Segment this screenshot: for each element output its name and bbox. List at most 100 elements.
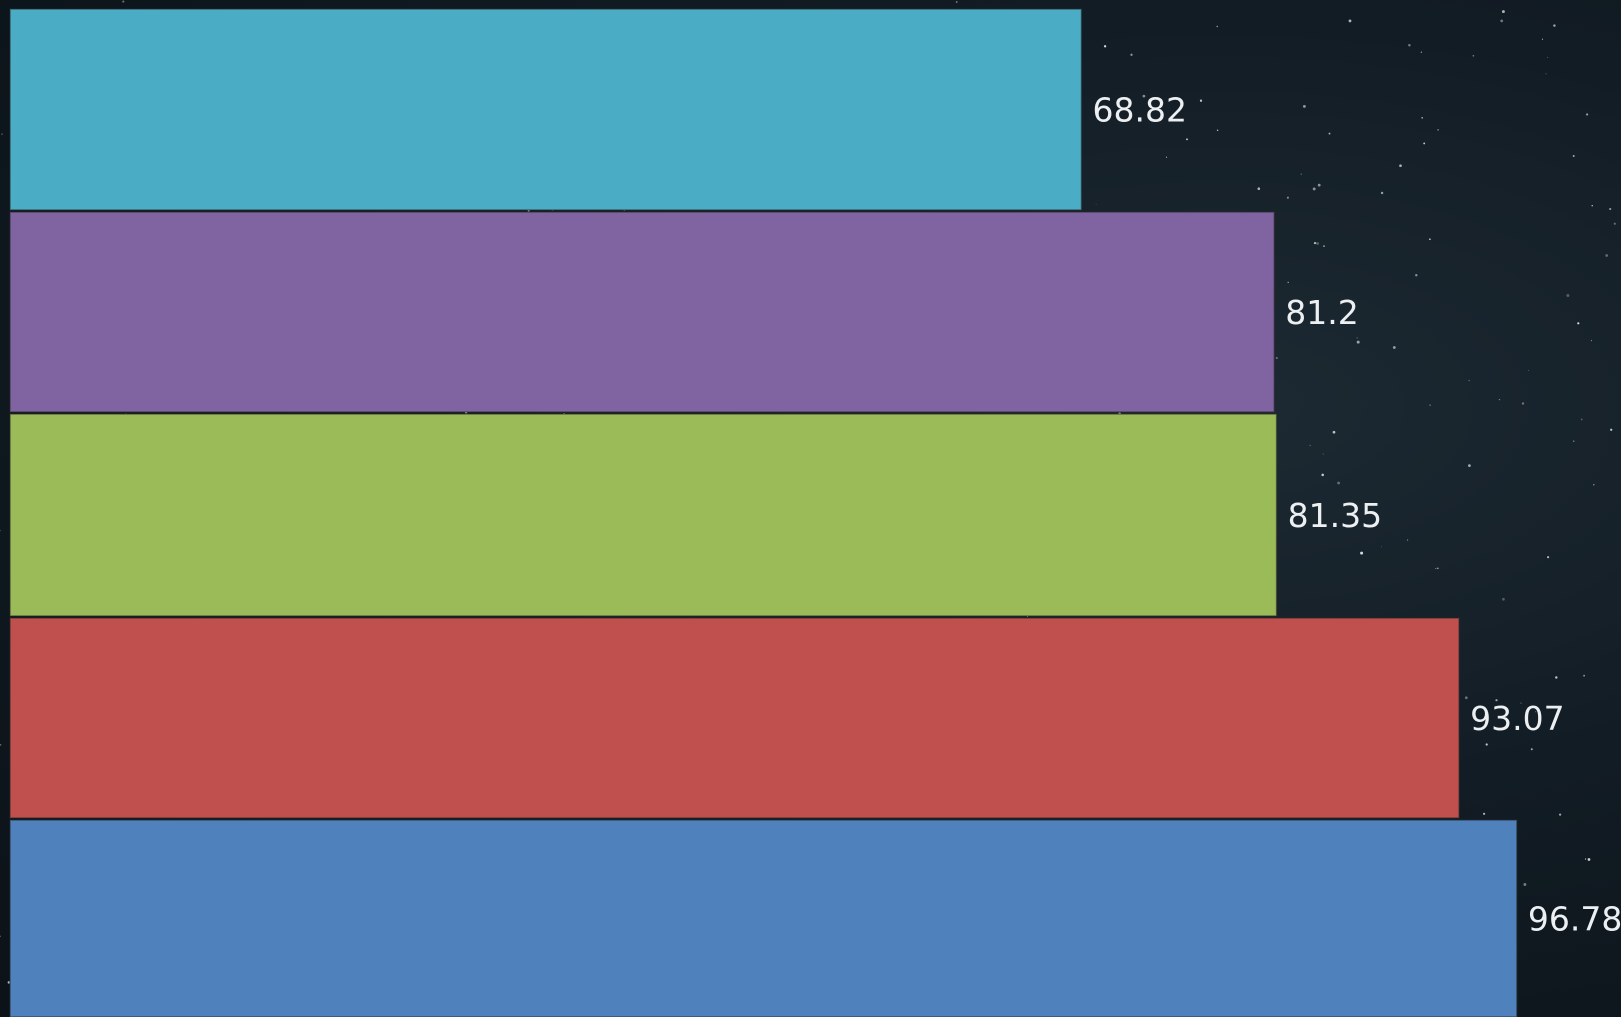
star-dot <box>1321 473 1324 477</box>
star-dot <box>1495 699 1498 702</box>
star-dot <box>1300 173 1302 175</box>
star-dot <box>0 744 2 746</box>
bar-series <box>9 8 1518 1017</box>
star-dot <box>1166 156 1168 158</box>
star-dot <box>1521 402 1525 405</box>
star-dot <box>1420 51 1423 53</box>
star-dot <box>1287 281 1289 284</box>
star-dot <box>1468 379 1471 382</box>
star-dot <box>1591 205 1593 207</box>
star-dot <box>1399 164 1402 168</box>
star-dot <box>1356 337 1358 339</box>
star-dot <box>1535 711 1537 713</box>
star-dot <box>1328 132 1331 135</box>
star-dot <box>1348 19 1352 23</box>
star-dot <box>1502 597 1505 601</box>
star-dot <box>1527 370 1529 371</box>
bar-value-label-4: 93.07 <box>1470 699 1564 738</box>
bar-value-label-5: 96.78 <box>1528 900 1621 939</box>
star-dot <box>1356 340 1360 344</box>
star-dot <box>1317 183 1321 187</box>
star-dot <box>1590 340 1593 342</box>
star-dot <box>1257 187 1261 190</box>
star-dot <box>0 530 1 532</box>
star-dot <box>1547 556 1550 559</box>
star-dot <box>1381 546 1382 548</box>
bar-2 <box>9 211 1276 413</box>
star-dot <box>1585 858 1587 860</box>
star-dot <box>1408 43 1411 47</box>
star-dot <box>955 1 958 3</box>
star-dot <box>1593 484 1595 486</box>
star-dot <box>1558 813 1562 816</box>
bar-value-label-3: 81.35 <box>1288 496 1382 535</box>
star-dot <box>1485 743 1488 746</box>
star-dot <box>1429 404 1431 406</box>
star-dot <box>1423 142 1426 145</box>
star-dot <box>1322 453 1324 455</box>
star-dot <box>1312 187 1316 191</box>
star-dot <box>1407 539 1409 541</box>
star-dot <box>1500 19 1504 23</box>
star-dot <box>1572 440 1575 443</box>
star-dot <box>1392 346 1396 349</box>
star-dot <box>1 133 3 135</box>
star-dot <box>1313 242 1317 245</box>
star-dot <box>1337 481 1340 485</box>
star-dot <box>1580 418 1583 421</box>
bar-4 <box>9 617 1460 819</box>
star-dot <box>1286 196 1289 199</box>
star-dot <box>1275 356 1278 360</box>
star-dot <box>1577 322 1580 325</box>
star-dot <box>1566 294 1570 297</box>
bar-1 <box>9 8 1083 211</box>
star-dot <box>1523 883 1527 886</box>
star-dot <box>1530 748 1533 751</box>
bar-value-label-2: 81.2 <box>1285 293 1358 332</box>
star-dot <box>1541 38 1544 40</box>
star-dot <box>1572 155 1575 157</box>
star-dot <box>1437 129 1439 131</box>
star-dot <box>1498 398 1501 401</box>
bar-5 <box>9 819 1518 1017</box>
star-dot <box>1103 45 1107 48</box>
star-dot <box>1464 696 1468 700</box>
star-dot <box>1553 24 1556 27</box>
bar-value-labels: 68.82 81.2 81.35 93.07 96.78 <box>1093 91 1621 939</box>
star-dot <box>1199 99 1203 102</box>
star-dot <box>1555 676 1558 679</box>
star-dot <box>1309 444 1311 446</box>
star-dot <box>1586 113 1589 116</box>
star-dot <box>122 0 125 3</box>
star-dot <box>1520 702 1522 704</box>
bar-value-label-1: 68.82 <box>1093 91 1187 130</box>
star-dot <box>0 935 1 938</box>
star-dot <box>1316 242 1319 245</box>
star-dot <box>1545 73 1547 75</box>
star-dot <box>1437 567 1439 570</box>
star-dot <box>1613 222 1616 225</box>
star-dot <box>1130 53 1133 56</box>
star-dot <box>1483 812 1486 815</box>
star-dot <box>1186 138 1188 141</box>
star-dot <box>1216 25 1218 28</box>
star-dot <box>1429 238 1431 241</box>
star-dot <box>1380 191 1384 195</box>
star-dot <box>1415 274 1418 277</box>
star-dot <box>1583 674 1585 677</box>
star-dot <box>1605 254 1609 257</box>
star-dot <box>1547 56 1549 58</box>
star-dot <box>1554 917 1557 920</box>
star-dot <box>1332 430 1336 434</box>
star-dot <box>1472 55 1475 57</box>
bar-3 <box>9 413 1278 617</box>
star-dot <box>1610 428 1613 431</box>
star-dot <box>1468 464 1471 467</box>
star-dot <box>1142 94 1146 98</box>
star-dot <box>1216 129 1219 131</box>
star-dot <box>1587 858 1591 861</box>
star-dot <box>1501 10 1505 14</box>
star-dot <box>1302 104 1306 108</box>
